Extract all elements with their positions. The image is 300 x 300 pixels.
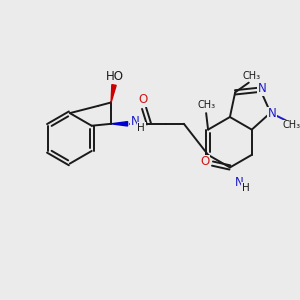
Text: N: N [268, 107, 277, 120]
Text: O: O [139, 93, 148, 106]
Text: CH₃: CH₃ [283, 120, 300, 130]
Text: N: N [131, 116, 140, 128]
Text: O: O [200, 155, 209, 168]
Text: N: N [235, 176, 243, 190]
Text: CH₃: CH₃ [243, 71, 261, 81]
Polygon shape [111, 122, 128, 126]
Text: CH₃: CH₃ [197, 100, 215, 110]
Text: H: H [242, 183, 250, 193]
Text: H: H [137, 123, 145, 133]
Polygon shape [111, 85, 116, 103]
Text: HO: HO [106, 70, 124, 83]
Text: N: N [258, 82, 267, 95]
